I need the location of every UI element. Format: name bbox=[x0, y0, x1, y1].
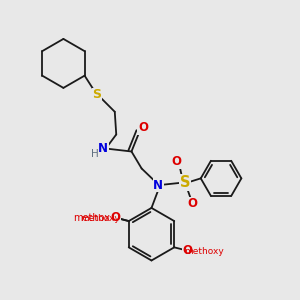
Text: O: O bbox=[110, 211, 120, 224]
Text: H: H bbox=[91, 148, 98, 159]
Text: N: N bbox=[98, 142, 108, 155]
Text: N: N bbox=[153, 179, 164, 192]
Text: S: S bbox=[180, 175, 190, 190]
Text: O: O bbox=[183, 244, 193, 257]
Text: O: O bbox=[108, 210, 118, 223]
Text: methoxy: methoxy bbox=[184, 247, 224, 256]
Text: methoxy: methoxy bbox=[73, 213, 116, 223]
Text: O: O bbox=[138, 122, 148, 134]
Text: O: O bbox=[188, 197, 197, 210]
Text: O: O bbox=[171, 155, 181, 168]
Text: methoxy: methoxy bbox=[80, 214, 120, 223]
Text: S: S bbox=[92, 88, 101, 101]
